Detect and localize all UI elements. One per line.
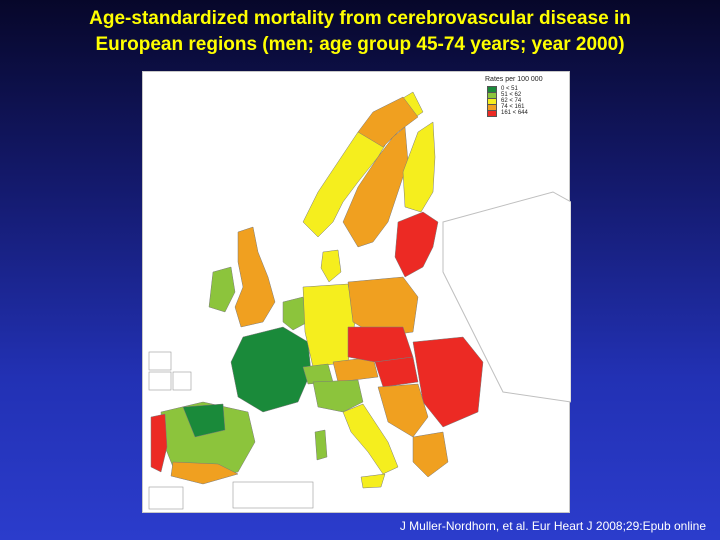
region-france xyxy=(230,326,312,413)
title-line-1: Age-standardized mortality from cerebrov… xyxy=(89,8,631,29)
region-baltics xyxy=(394,211,439,278)
region-hungary xyxy=(374,356,419,388)
region-spain-north xyxy=(182,403,226,438)
legend-label: 0 < 51 xyxy=(501,86,518,92)
region-greece xyxy=(412,431,449,478)
region-sardinia xyxy=(314,429,328,461)
region-italy-north xyxy=(312,379,364,413)
legend-label: 161 < 644 xyxy=(501,110,528,116)
region-norway-north xyxy=(357,96,419,148)
title-line-2: European regions (men; age group 45-74 y… xyxy=(95,34,625,55)
region-ireland xyxy=(208,266,236,313)
inset-box-1 xyxy=(148,351,172,371)
region-germany xyxy=(302,283,356,368)
region-portugal xyxy=(150,413,168,473)
region-czech-slovakia xyxy=(347,326,414,363)
region-poland xyxy=(347,276,419,338)
inset-box-2 xyxy=(148,371,172,391)
region-east-nodata xyxy=(442,191,571,403)
region-denmark xyxy=(320,249,342,283)
legend-label: 62 < 74 xyxy=(501,98,522,104)
region-finland xyxy=(402,121,436,213)
legend-swatch xyxy=(487,109,497,117)
region-italy-south xyxy=(342,403,399,475)
map-legend: Rates per 100 000 0 < 51 51 < 62 62 < 74 74… xyxy=(483,76,567,126)
legend-label: 74 < 161 xyxy=(501,104,525,110)
region-romania-bulgaria xyxy=(412,336,484,428)
region-balkans xyxy=(377,383,429,438)
region-uk xyxy=(234,226,276,328)
legend-label: 51 < 62 xyxy=(501,92,522,98)
citation: J Muller-Nordhorn, et al. Eur Heart J 20… xyxy=(399,519,706,533)
map-svg xyxy=(148,91,571,510)
europe-map: Rates per 100 000 0 < 51 51 < 62 62 < 74 74… xyxy=(142,71,571,513)
legend-title: Rates per 100 000 xyxy=(485,76,543,83)
region-sicily xyxy=(360,473,386,489)
inset-box-3 xyxy=(172,371,192,391)
region-spain-south xyxy=(170,461,239,485)
inset-box-canary xyxy=(148,486,184,510)
inset-box-atlantic xyxy=(232,481,314,509)
region-switzerland xyxy=(302,363,334,385)
slide-title: Age-standardized mortality from cerebrov… xyxy=(10,6,710,58)
region-benelux xyxy=(282,296,309,331)
legend-item: 161 < 644 xyxy=(487,109,567,117)
